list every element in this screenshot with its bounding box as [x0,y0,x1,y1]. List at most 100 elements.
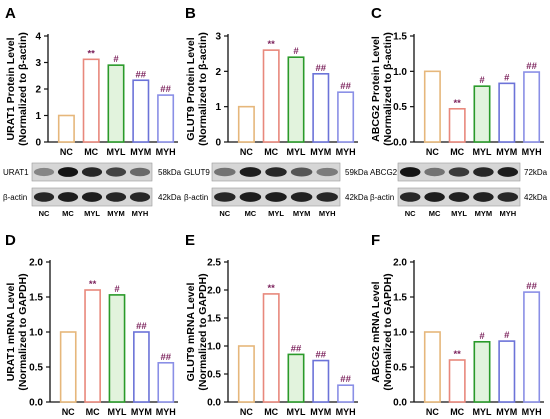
y-axis-label-line: (Normalized to β-actin) [382,32,394,146]
blot-band [81,192,103,202]
panel-letter: F [371,232,380,249]
y-tick-label: 0.5 [29,363,43,374]
significance-mark: # [113,54,119,65]
x-tick-label: MYM [131,407,152,417]
panel-letter: E [185,232,195,249]
blot-lane-label: MC [429,209,441,218]
x-tick-label: MYL [108,407,128,417]
x-tick-label: MYL [473,407,493,417]
western-blot-a: URAT1 β-actin 58kDa 42kDa NC MC MYL MYM MYH [3,162,182,218]
y-tick-label: 0.0 [29,398,43,409]
y-tick-label: 1.5 [29,293,43,304]
western-blot-c: ABCG2 β-actin 72kDa 42kDa NC MC MYL MYM MYH [370,162,548,218]
significance-mark: ## [160,84,171,95]
significance-mark: ** [453,98,461,109]
chart-panel-a: A 0 1 2 3 4 URAT1 Protein Level(Normalized to … [5,5,178,157]
bar-myl [287,353,305,403]
x-tick-label: MYH [336,407,356,417]
y-axis-label-line: (Normalized to β-actin) [197,32,209,146]
x-tick-label: NC [240,407,253,417]
significance-mark: ## [526,281,537,292]
blot-band [316,192,338,202]
blot-band [399,192,421,202]
y-tick-label: 2.0 [207,286,221,297]
y-tick-label: 0.0 [393,138,407,149]
x-tick-label: NC [62,407,75,417]
significance-mark: # [504,72,510,83]
blot-lane-label: MYL [268,209,284,218]
y-axis-label-line: ABCG2 Protein Level [370,36,382,142]
bar-myh [337,91,355,143]
bar-myl [473,340,491,403]
y-axis-label: ABCG2 Protein Level(Normalized to β-acti… [370,32,394,146]
y-axis-label-line: (Normalized to β-actin) [17,32,29,146]
y-axis-label-line: GLUT9 mRNA Level [185,283,197,382]
bar-nc [237,345,255,403]
y-axis-label-line: ABCG2 mRNA Level [370,281,382,382]
y-axis-label: GLUT9 Protein Level(Normalized to β-acti… [185,32,209,146]
x-tick-label: MC [264,147,278,157]
blot-band [424,192,445,202]
significance-mark: # [504,330,510,341]
panel-letter: A [5,5,16,22]
blot-reference-kda: 42kDa [524,193,548,202]
blot-band [290,192,313,202]
blot-lane-label: NC [219,209,230,218]
y-axis-label-line: (Normalized to GAPDH) [197,273,209,390]
blot-band [239,192,262,202]
blot-target-label: GLUT9 [184,168,210,177]
blot-band [424,167,445,177]
blot-band [265,167,287,177]
significance-mark: ** [89,279,97,290]
x-tick-label: MYM [310,407,331,417]
blot-target-kda: 59kDa [345,168,369,177]
y-tick-label: 1.0 [393,67,407,78]
blot-band [33,167,55,177]
blot-lane-label: MC [62,209,74,218]
bar-mc [82,58,100,143]
significance-mark: # [479,75,485,86]
y-tick-label: 1.5 [393,293,407,304]
blot-lane-label: MYM [293,209,311,218]
blot-band [316,167,338,177]
blot-band [105,192,127,202]
blot-band [265,192,287,202]
bar-mym [498,82,516,143]
significance-mark: ## [316,350,327,361]
bar-mc [448,107,466,143]
bar-myh [157,94,175,143]
blot-reference-label: β-actin [370,193,394,202]
blot-band [448,192,470,202]
blot-lane-label: MYM [475,209,493,218]
chart-panel-f: F 0.0 0.5 1.0 1.5 2.0 ABCG2 mRNA Level(Normali… [370,232,544,417]
bar-mym [498,340,516,403]
x-tick-label: MYH [336,147,356,157]
y-tick-label: 1.0 [29,328,43,339]
x-tick-label: MC [450,147,464,157]
y-axis-label: GLUT9 mRNA Level(Normalized to GAPDH) [185,273,209,390]
x-tick-label: MC [86,407,100,417]
significance-mark: ## [161,352,172,363]
panel-letter: B [185,5,196,22]
significance-mark: # [114,284,120,295]
y-tick-label: 3 [35,58,41,69]
y-tick-label: 1 [35,111,41,122]
blot-band [214,167,236,177]
blot-target-label: URAT1 [3,168,29,177]
significance-mark: ## [136,69,147,80]
x-tick-label: MYM [130,147,151,157]
y-tick-label: 1 [215,102,221,113]
y-tick-label: 2 [35,85,41,96]
blot-lane-label: MYH [132,209,149,218]
blot-band [290,167,313,177]
x-tick-label: MYL [287,407,307,417]
y-tick-label: 0.5 [207,370,221,381]
x-tick-label: MYL [287,147,307,157]
bar-mym [133,331,150,403]
significance-mark: # [293,46,299,57]
y-axis-label: ABCG2 mRNA Level(Normalized to GAPDH) [370,273,394,390]
blot-lane-label: MYH [499,209,516,218]
y-tick-label: 1.0 [393,328,407,339]
